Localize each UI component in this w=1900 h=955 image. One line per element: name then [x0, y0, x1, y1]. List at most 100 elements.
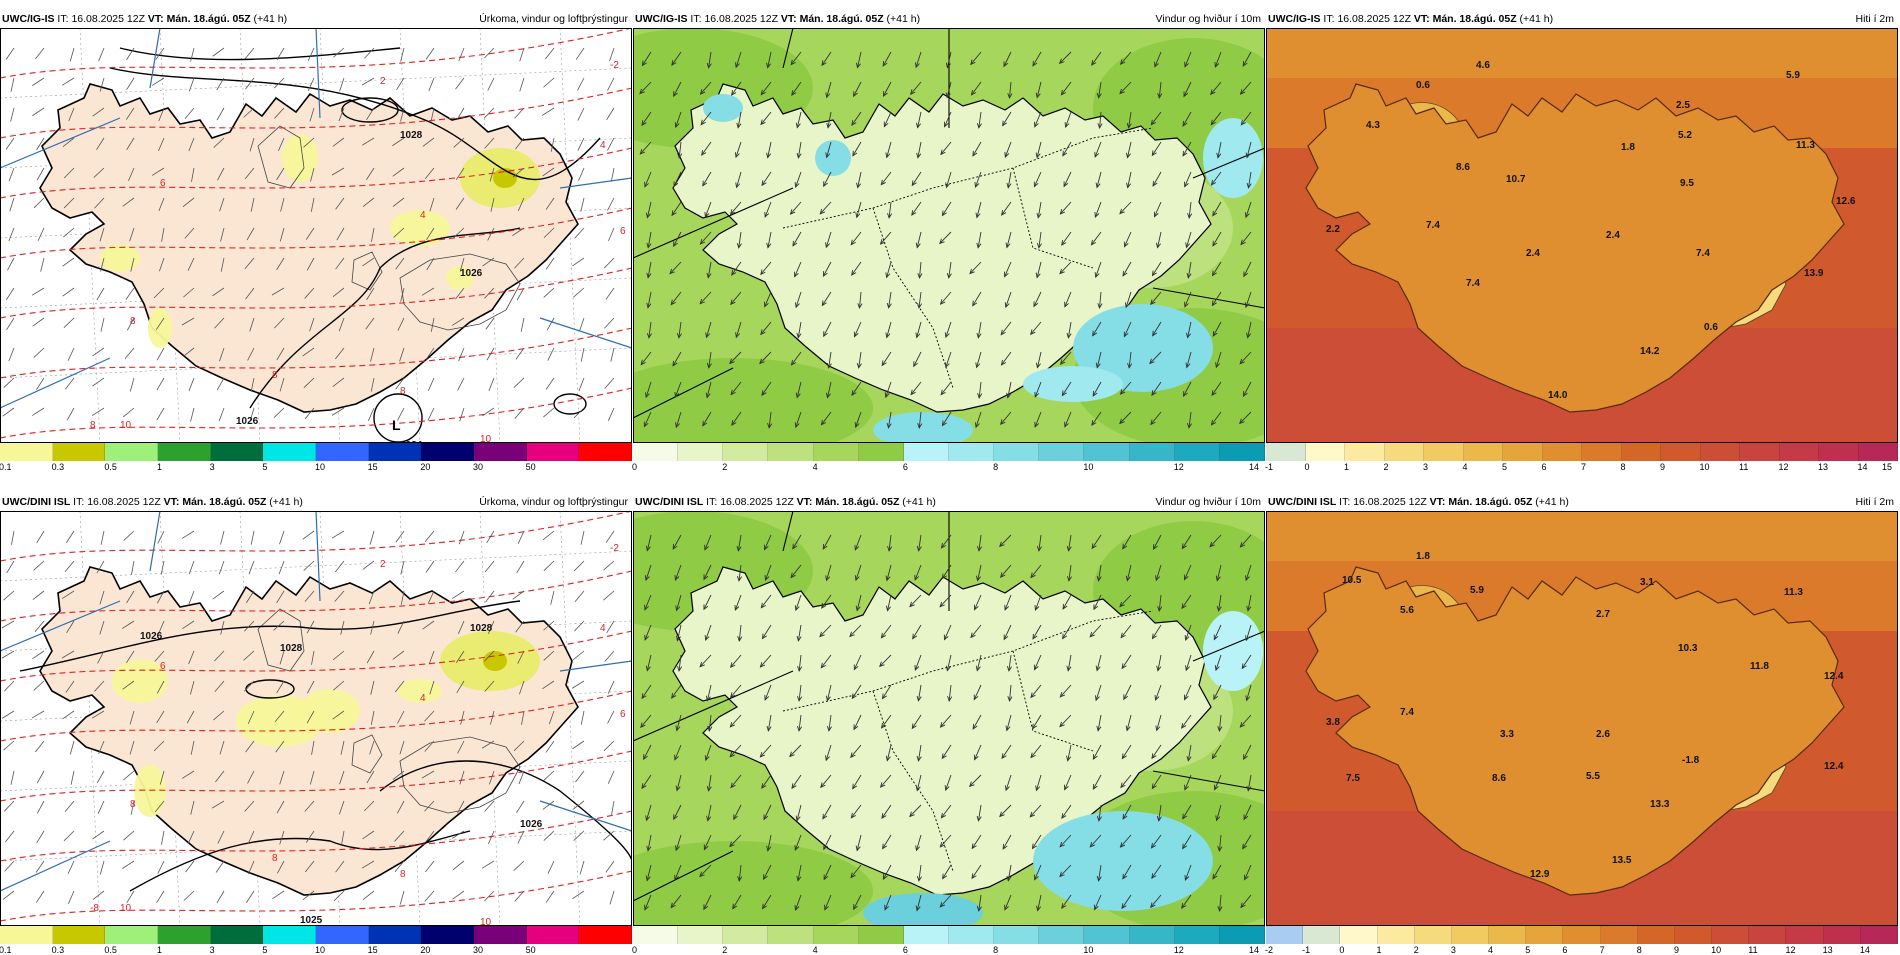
wind-barbs — [2, 47, 615, 422]
temperature-isolines — [0, 511, 632, 922]
legend-tick-label: 0.5 — [104, 462, 117, 472]
legend-swatch — [1039, 926, 1085, 944]
legend-swatch — [768, 926, 814, 944]
legend-tick-label: 0.1 — [0, 945, 12, 955]
legend-tick-label: 12 — [1778, 462, 1789, 472]
map-area[interactable] — [633, 511, 1265, 926]
forecast-panel-wind[interactable]: UWC/DINI ISL IT: 16.08.2025 12Z VT: Mán.… — [632, 493, 1265, 955]
init-time-label: IT: — [1323, 13, 1335, 25]
legend-swatch — [1451, 926, 1490, 944]
legend-tick-label: 12 — [1173, 462, 1184, 472]
legend-swatch — [1526, 926, 1564, 944]
forecast-panel-wind[interactable]: UWC/IG-IS IT: 16.08.2025 12Z VT: Mán. 18… — [632, 10, 1265, 472]
panel-header: UWC/DINI ISL IT: 16.08.2025 12Z VT: Mán.… — [1266, 493, 1898, 511]
temperature-isoline-label: 10 — [480, 434, 492, 443]
iceland-landmass — [1305, 83, 1845, 413]
legend-swatch — [1084, 926, 1130, 944]
temperature-value-label: -1.8 — [1682, 755, 1700, 766]
temperature-value-label: 4.6 — [1476, 60, 1490, 71]
lead-time: (+41 h) — [886, 13, 921, 25]
legend-swatch — [1266, 926, 1304, 944]
panel-header: UWC/IG-IS IT: 16.08.2025 12Z VT: Mán. 18… — [633, 10, 1265, 28]
legend-swatch — [1377, 926, 1415, 944]
temperature-value-label: 11.8 — [1750, 661, 1769, 672]
iceland-landmass — [672, 83, 1212, 413]
temperature-value-label: 3.1 — [1640, 577, 1654, 588]
legend-swatch — [474, 926, 527, 944]
legend-swatch — [1786, 926, 1824, 944]
lead-time: (+41 h) — [269, 496, 303, 508]
map-title: Hiti í 2m — [1855, 496, 1894, 508]
legend-swatch — [158, 926, 211, 944]
init-time-label: IT: — [57, 13, 69, 25]
temperature-value-label: 12.6 — [1836, 196, 1856, 207]
map-area[interactable]: 1024 1026 1026 1028 2 4 4 6 6 8 8 8 10 10 -2 8 L — [0, 28, 632, 443]
legend-labels: -2 -1 0 1 2 3 4 5 6 7 8 9 10 11 12 13 14 — [1265, 945, 1898, 955]
pressure-label: 1026 — [140, 631, 163, 642]
panel-header: UWC/DINI ISL IT: 16.08.2025 12Z VT: Mán.… — [633, 493, 1265, 511]
color-legend: 0.1 0.3 0.5 1 3 5 10 15 20 30 50 — [0, 926, 633, 955]
temperature-isoline-label: 4 — [600, 140, 606, 151]
temperature-value-label: 14.0 — [1548, 390, 1568, 401]
legend-swatch — [1749, 926, 1787, 944]
map-title: Vindur og hviður í 10m — [1155, 496, 1261, 508]
temperature-value-label: 11.3 — [1796, 140, 1815, 151]
legend-tick-label: 2 — [1413, 945, 1419, 955]
legend-swatch — [579, 443, 633, 461]
map-area[interactable]: 4.6 0.6 5.9 4.3 2.5 5.2 1.8 11.3 8.6 10.7 9.5 12.6 7… — [1266, 28, 1898, 443]
legend-swatch — [768, 443, 814, 461]
legend-swatch — [633, 926, 679, 944]
legend-swatch — [1740, 443, 1780, 461]
temperature-isoline-label: 4 — [420, 693, 426, 704]
temperature-value-label: 2.6 — [1596, 729, 1610, 740]
legend-labels: -1 0 1 2 3 4 5 6 7 8 9 10 11 12 13 14 15 — [1265, 462, 1898, 472]
forecast-panel-temp[interactable]: UWC/DINI ISL IT: 16.08.2025 12Z VT: Mán.… — [1265, 493, 1898, 955]
forecast-panel-precip[interactable]: UWC/DINI ISL IT: 16.08.2025 12Z VT: Mán.… — [0, 493, 633, 955]
legend-swatch — [526, 926, 580, 944]
legend-tick-label: 30 — [473, 462, 484, 472]
legend-swatch — [1674, 926, 1713, 944]
legend-swatch — [723, 443, 769, 461]
legend-swatch — [1489, 926, 1527, 944]
legend-tick-label: 50 — [525, 462, 536, 472]
legend-tick-label: 20 — [420, 462, 431, 472]
legend-swatch — [994, 443, 1040, 461]
legend-bar — [1266, 926, 1898, 944]
iceland-landmass — [1305, 566, 1845, 896]
precipitation-areas — [112, 631, 540, 817]
map-svg — [633, 511, 1265, 926]
map-svg: 1024 1026 1026 1028 2 4 4 6 6 8 8 8 10 10 -2 8 L — [0, 28, 632, 443]
legend-swatch — [1542, 443, 1582, 461]
legend-swatch — [633, 443, 679, 461]
init-time-label: IT: — [1339, 496, 1351, 508]
map-area[interactable]: 1025 1026 1028 1028 1026 2 4 4 6 6 8 8 8 10 10 -2 -8 — [0, 511, 632, 926]
legend-swatch — [1563, 926, 1601, 944]
pressure-label: 1028 — [400, 130, 423, 141]
lead-time: (+41 h) — [1535, 496, 1569, 508]
panel-header: UWC/DINI ISL IT: 16.08.2025 12Z VT: Mán.… — [0, 493, 632, 511]
legend-swatch — [474, 443, 527, 461]
legend-swatch — [105, 443, 159, 461]
map-area[interactable]: 1.8 10.5 5.9 3.1 5.6 2.7 11.3 10.3 11.8 12.4 7.4 3.… — [1266, 511, 1898, 926]
temperature-value-label: 2.5 — [1676, 100, 1690, 111]
temperature-isoline-label: 4 — [600, 623, 606, 634]
valid-time-label: VT: — [147, 13, 164, 25]
pressure-label: 1026 — [236, 416, 259, 427]
init-time: 16.08.2025 12Z — [71, 13, 145, 25]
panel-header: UWC/IG-IS IT: 16.08.2025 12Z VT: Mán. 18… — [1266, 10, 1898, 28]
temperature-isolines — [0, 28, 632, 439]
legend-labels: 0.1 0.3 0.5 1 3 5 10 15 20 30 50 — [0, 462, 632, 472]
legend-swatch — [1174, 926, 1220, 944]
legend-swatch — [1303, 926, 1341, 944]
init-time: 16.08.2025 12Z — [1337, 13, 1411, 25]
legend-tick-label: 0.3 — [51, 462, 65, 472]
legend-swatch — [421, 443, 475, 461]
temperature-value-label: 12.4 — [1824, 761, 1844, 772]
map-area[interactable] — [633, 28, 1265, 443]
pressure-label: 1025 — [300, 915, 323, 926]
legend-tick-label: 13 — [1818, 462, 1829, 472]
legend-swatch — [1424, 443, 1464, 461]
forecast-panel-temp[interactable]: UWC/IG-IS IT: 16.08.2025 12Z VT: Mán. 18… — [1265, 10, 1898, 472]
map-title: Hiti í 2m — [1855, 13, 1894, 25]
forecast-panel-precip[interactable]: UWC/IG-IS IT: 16.08.2025 12Z VT: Mán. 18… — [0, 10, 633, 472]
